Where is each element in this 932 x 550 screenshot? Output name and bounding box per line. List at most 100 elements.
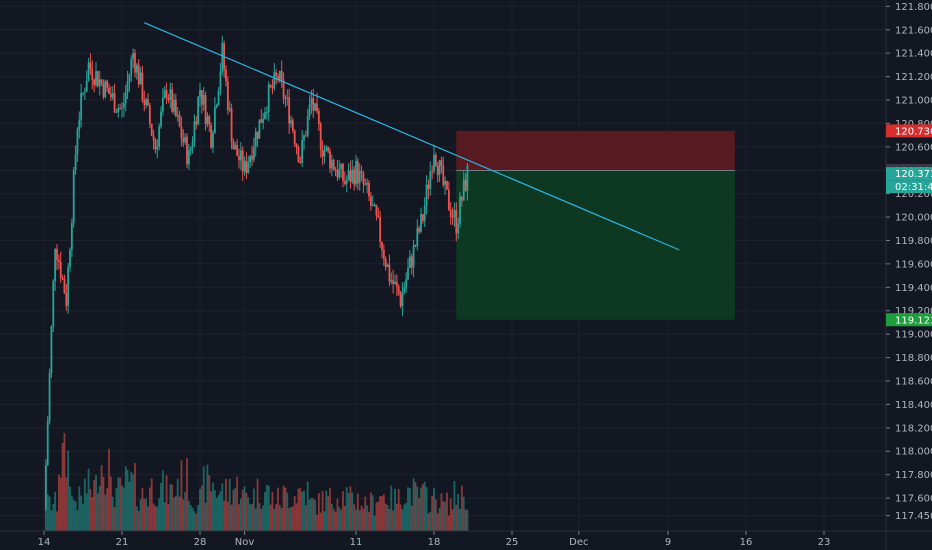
volume-bar (130, 471, 133, 531)
candle-body (277, 76, 279, 80)
candle-body (295, 144, 298, 148)
volume-bar (397, 488, 400, 531)
volume-bar (412, 478, 415, 531)
candle-body (221, 43, 224, 72)
volume-bar (444, 501, 447, 531)
candle-body (459, 196, 461, 224)
candle-body (373, 204, 376, 206)
volume-bar (204, 502, 207, 531)
volume-bar (369, 492, 372, 531)
candle-body (128, 74, 131, 82)
volume-bar (82, 503, 84, 531)
candle-body (395, 281, 398, 287)
volume-bar (128, 481, 131, 531)
candle-body (336, 169, 339, 178)
candle-body (408, 256, 411, 269)
y-tick-label: 121.000 (895, 96, 932, 107)
y-tick-label: 119.800 (895, 236, 932, 247)
candle-body (262, 118, 265, 123)
volume-bar (460, 485, 463, 531)
candle-body (451, 216, 454, 218)
volume-bar (258, 503, 261, 531)
candle-body (54, 248, 57, 281)
x-tick-label: 11 (350, 537, 363, 548)
candle-body (282, 79, 285, 99)
volume-bar (126, 469, 129, 531)
x-tick-label: 14 (38, 537, 51, 548)
candle-body (215, 104, 218, 108)
candle-body (104, 80, 107, 97)
candle-body (366, 182, 369, 185)
volume-bar (356, 493, 359, 531)
candle-body (258, 119, 261, 139)
volume-bar (377, 501, 380, 531)
volume-bar (213, 490, 216, 531)
volume-bar (115, 488, 118, 531)
candle-body (117, 108, 120, 112)
volume-bar (46, 494, 49, 531)
candle-body (319, 123, 322, 150)
volume-bar (80, 495, 83, 531)
candle-body (178, 115, 181, 127)
candle-body (154, 140, 157, 150)
candle-body (113, 93, 116, 113)
volume-bar (277, 487, 279, 531)
volume-bar (156, 506, 159, 531)
volume-bar (457, 494, 460, 531)
stop-loss-zone[interactable] (456, 130, 735, 171)
y-tick-label: 118.000 (895, 447, 932, 458)
trendline-group[interactable] (144, 22, 680, 251)
volume-bar (390, 485, 393, 531)
volume-bar (349, 486, 352, 531)
candle-body (167, 97, 170, 100)
candle-body (316, 103, 318, 112)
volume-bar (65, 477, 68, 531)
candle-body (195, 121, 198, 125)
price-badge-bg (886, 180, 932, 194)
candle-body (134, 53, 136, 73)
candle-body (254, 131, 257, 148)
candle-body (212, 132, 214, 148)
volume-bar (54, 491, 57, 531)
candle-body (386, 264, 389, 267)
x-tick-label: 23 (818, 537, 831, 548)
volume-bar (301, 491, 304, 531)
candle-body (371, 205, 374, 207)
volume-bar (93, 480, 96, 531)
candle-body (121, 107, 123, 109)
volume-bar (420, 487, 422, 531)
take-profit-zone[interactable] (456, 170, 735, 320)
candle-body (93, 79, 96, 85)
candle-body (176, 115, 179, 117)
volume-bar (434, 499, 437, 531)
candle-body (102, 83, 105, 97)
candle-body (173, 99, 175, 112)
trendline[interactable] (144, 22, 680, 251)
volume-bar (303, 490, 305, 531)
candle-body (446, 181, 448, 190)
volume-bar (273, 508, 276, 531)
candle-body (63, 278, 66, 294)
candle-body (115, 111, 118, 113)
volume-bar (238, 504, 240, 531)
candle-body (48, 372, 51, 422)
volume-bar (343, 505, 346, 531)
volume-bar (264, 491, 266, 531)
volume-bar (83, 478, 86, 531)
candle-body (217, 90, 220, 105)
candle-body (397, 286, 400, 295)
candle-body (197, 96, 200, 125)
volume-bar (219, 491, 222, 531)
candle-body (449, 209, 452, 217)
candle-body (303, 135, 305, 141)
candle-body (290, 120, 292, 124)
price-badges: 120.736120.398120.37102:31:48119.123 (886, 124, 932, 327)
candle-body (453, 210, 456, 218)
y-tick-label: 118.800 (895, 353, 932, 364)
candle-body (351, 169, 354, 182)
volume-bar (427, 513, 430, 531)
candle-body (368, 182, 370, 197)
position-zones[interactable] (456, 130, 735, 320)
volume-bar (321, 491, 324, 531)
